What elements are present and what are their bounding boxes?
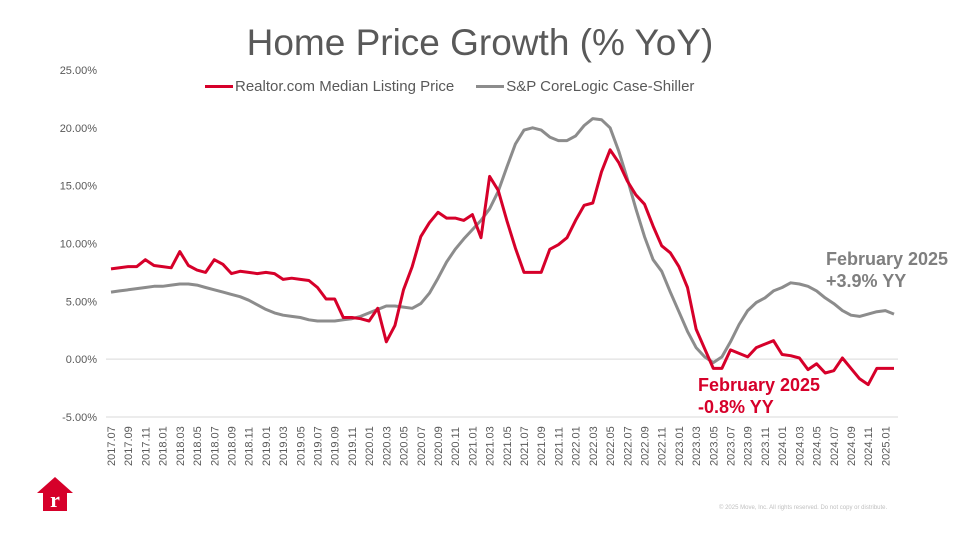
y-tick-label: -5.00% <box>62 412 97 424</box>
x-tick-label: 2017.07 <box>106 426 118 466</box>
x-tick-label: 2021.09 <box>536 426 548 466</box>
annotation-realtor-line2: -0.8% YY <box>698 397 774 417</box>
x-tick-label: 2024.09 <box>846 426 858 466</box>
legend-item-case-shiller: S&P CoreLogic Case-Shiller <box>476 78 694 95</box>
x-tick-label: 2018.03 <box>175 426 187 466</box>
x-axis: 2017.07 2017.09 2017.11 2018.01 2018.03 2018.… <box>106 426 892 466</box>
x-tick-label: 2019.01 <box>261 426 273 466</box>
x-tick-label: 2024.07 <box>829 426 841 466</box>
x-tick-label: 2022.05 <box>605 426 617 466</box>
legend-item-realtor: Realtor.com Median Listing Price <box>205 78 454 95</box>
x-tick-label: 2020.11 <box>450 427 462 466</box>
x-tick-label: 2019.05 <box>295 426 307 466</box>
x-tick-label: 2023.09 <box>743 426 755 466</box>
x-tick-label: 2018.01 <box>158 426 170 466</box>
x-tick-label: 2021.07 <box>519 426 531 466</box>
chart-legend: Realtor.com Median Listing Price S&P Cor… <box>205 78 694 95</box>
series-lines <box>110 117 895 387</box>
y-tick-label: 5.00% <box>66 296 97 308</box>
annotation-case-shiller: February 2025 +3.9% YY <box>826 248 948 292</box>
y-axis: 25.00% 20.00% 15.00% 10.00% 5.00% 0.00% -5.00% <box>60 65 898 424</box>
series-line-case-shiller <box>110 117 895 365</box>
x-tick-label: 2022.07 <box>622 426 634 466</box>
x-tick-label: 2019.03 <box>278 426 290 466</box>
annotation-realtor-line1: February 2025 <box>698 375 821 395</box>
x-tick-label: 2020.01 <box>364 426 376 466</box>
x-tick-label: 2025.01 <box>880 426 892 466</box>
x-tick-label: 2019.07 <box>313 426 325 466</box>
x-tick-label: 2024.03 <box>794 426 806 466</box>
series-line-realtor <box>110 148 894 387</box>
x-tick-label: 2018.11 <box>244 427 256 466</box>
legend-label-realtor: Realtor.com Median Listing Price <box>235 78 455 95</box>
x-tick-label: 2021.11 <box>553 427 565 466</box>
x-tick-label: 2020.07 <box>416 426 428 466</box>
x-tick-label: 2023.03 <box>691 426 703 466</box>
x-tick-label: 2020.05 <box>399 426 411 466</box>
x-tick-label: 2017.11 <box>140 427 152 466</box>
x-tick-label: 2018.09 <box>226 426 238 466</box>
x-tick-label: 2020.03 <box>381 426 393 466</box>
legend-swatch-realtor <box>205 85 233 88</box>
legend-label-case-shiller: S&P CoreLogic Case-Shiller <box>506 78 695 95</box>
chart-title: Home Price Growth (% YoY) <box>246 22 714 63</box>
annotation-realtor: February 2025 -0.8% YY <box>698 374 820 418</box>
y-tick-label: 0.00% <box>66 354 97 366</box>
x-tick-label: 2018.07 <box>209 426 221 466</box>
legend-swatch-case-shiller <box>476 85 505 88</box>
y-tick-label: 20.00% <box>60 123 98 135</box>
x-tick-label: 2020.09 <box>433 426 445 466</box>
y-tick-label: 15.00% <box>60 181 98 193</box>
x-tick-label: 2021.03 <box>485 426 497 466</box>
realtor-logo-icon: r <box>37 477 73 511</box>
x-tick-label: 2022.11 <box>657 427 669 466</box>
annotation-case-shiller-line2: +3.9% YY <box>826 271 907 291</box>
logo-letter: r <box>50 487 60 511</box>
x-tick-label: 2021.01 <box>467 426 479 466</box>
x-tick-label: 2023.05 <box>708 426 720 466</box>
copyright-notice: © 2025 Move, Inc. All rights reserved. D… <box>719 505 888 511</box>
y-tick-label: 25.00% <box>60 65 98 77</box>
x-tick-label: 2024.05 <box>812 426 824 466</box>
x-tick-label: 2022.03 <box>588 426 600 466</box>
x-tick-label: 2024.11 <box>863 427 875 466</box>
y-tick-label: 10.00% <box>60 239 98 251</box>
x-tick-label: 2022.09 <box>639 426 651 466</box>
x-tick-label: 2019.09 <box>330 426 342 466</box>
x-tick-label: 2019.11 <box>347 427 359 466</box>
x-tick-label: 2023.11 <box>760 427 772 466</box>
x-tick-label: 2017.09 <box>123 426 135 466</box>
x-tick-label: 2018.05 <box>192 426 204 466</box>
x-tick-label: 2023.01 <box>674 426 686 466</box>
annotation-case-shiller-line1: February 2025 <box>826 249 949 269</box>
x-tick-label: 2023.07 <box>726 426 738 466</box>
x-tick-label: 2024.01 <box>777 426 789 466</box>
x-tick-label: 2022.01 <box>571 426 583 466</box>
x-tick-label: 2021.05 <box>502 426 514 466</box>
